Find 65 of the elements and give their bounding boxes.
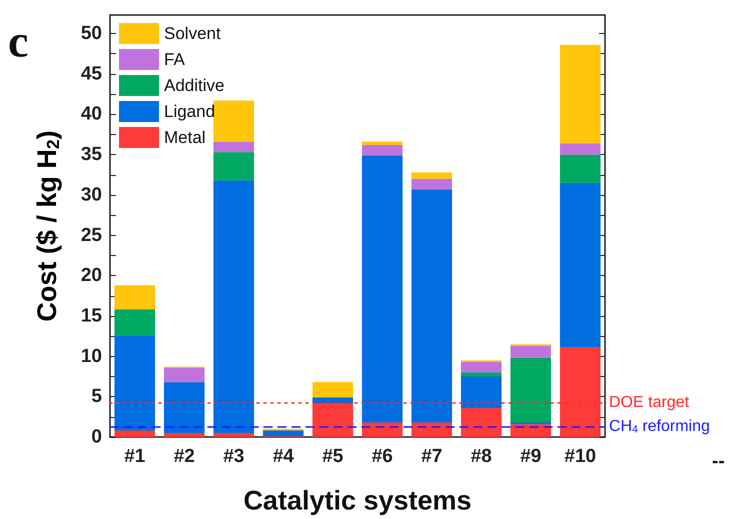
y-axis-title: Cost ($ / kg H2) (32, 130, 63, 322)
bar (411, 189, 452, 422)
bar (411, 422, 452, 437)
bar (164, 368, 205, 382)
x-tick-label: #8 (470, 446, 492, 467)
text: c (8, 16, 28, 66)
bar (114, 310, 156, 336)
x-tick-label: #4 (272, 446, 294, 467)
legend-label: Solvent (164, 24, 221, 43)
bar (411, 178, 452, 190)
text: -- (712, 451, 725, 472)
bar (560, 44, 601, 144)
bar (312, 404, 354, 437)
bar (213, 142, 254, 152)
bar (510, 358, 552, 422)
bar (164, 432, 205, 437)
bar (262, 430, 304, 436)
bar (114, 285, 156, 310)
y-tick-label: 5 (91, 386, 102, 408)
y-tick-label: 20 (80, 265, 102, 286)
ref-line-label: DOE target (609, 394, 690, 411)
x-tick-label: #6 (372, 446, 393, 467)
bar (362, 422, 403, 437)
bar (362, 142, 403, 145)
bar (460, 372, 502, 376)
bar (460, 408, 502, 437)
bar (114, 335, 156, 431)
bar (213, 100, 254, 142)
y-tick-label: 0 (91, 426, 102, 448)
x-axis-title: Catalytic systems (243, 486, 472, 516)
bar (560, 154, 601, 183)
bar (213, 432, 254, 437)
bar (560, 182, 601, 348)
bar (362, 155, 403, 422)
x-tick-label: #2 (174, 446, 195, 467)
y-tick-label: 25 (80, 224, 102, 246)
legend-label: Additive (164, 76, 224, 95)
bar (213, 152, 254, 180)
x-tick-label: #3 (223, 446, 244, 467)
y-tick-label: 15 (80, 305, 102, 326)
bar (213, 180, 254, 433)
bar (560, 143, 601, 155)
x-tick-label: #5 (322, 446, 344, 467)
y-tick-label: 50 (80, 23, 102, 44)
bar (114, 430, 156, 437)
x-tick-label: #10 (564, 446, 596, 467)
bar (460, 362, 502, 372)
x-tick-label: #9 (520, 446, 542, 467)
bar (411, 172, 452, 179)
y-tick-label: 10 (80, 346, 102, 367)
bar (362, 144, 403, 156)
x-tick-label: #1 (124, 446, 146, 467)
legend-label: Metal (164, 128, 206, 147)
bar (312, 382, 354, 398)
x-tick-label: #7 (421, 446, 442, 467)
y-tick-label: 45 (80, 63, 102, 84)
bar (510, 346, 552, 358)
bar (164, 382, 205, 433)
bar (460, 376, 502, 408)
bar (560, 347, 601, 437)
legend-label: FA (164, 50, 186, 69)
bar (510, 424, 552, 437)
y-tick-label: 40 (80, 104, 102, 125)
y-tick-label: 30 (80, 184, 102, 206)
y-tick-label: 35 (80, 144, 102, 166)
